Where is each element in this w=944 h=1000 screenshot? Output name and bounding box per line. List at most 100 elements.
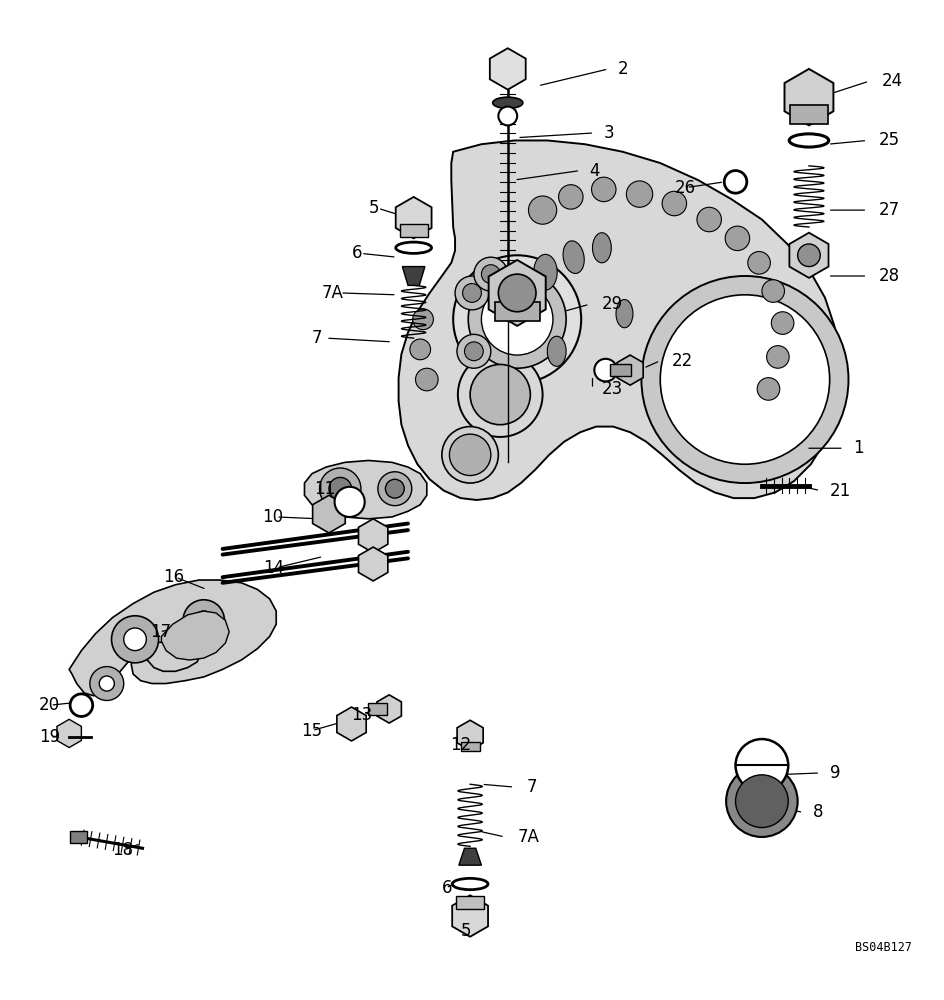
Text: 15: 15 xyxy=(301,722,322,740)
Text: 21: 21 xyxy=(830,482,851,500)
Circle shape xyxy=(529,196,557,224)
Polygon shape xyxy=(377,695,401,723)
Circle shape xyxy=(724,171,747,193)
Polygon shape xyxy=(402,267,425,285)
Text: 5: 5 xyxy=(368,199,379,217)
Circle shape xyxy=(378,472,412,506)
Text: 8: 8 xyxy=(813,803,823,821)
Polygon shape xyxy=(452,895,488,937)
Ellipse shape xyxy=(548,336,566,366)
Text: 27: 27 xyxy=(879,201,900,219)
Polygon shape xyxy=(57,719,81,748)
Polygon shape xyxy=(490,48,526,90)
Text: 17: 17 xyxy=(150,623,171,641)
Circle shape xyxy=(329,477,351,500)
Bar xyxy=(461,742,480,751)
Polygon shape xyxy=(457,720,483,750)
Circle shape xyxy=(592,177,616,202)
Text: BS04B127: BS04B127 xyxy=(855,941,913,954)
Text: 18: 18 xyxy=(112,841,134,859)
Bar xyxy=(368,703,387,715)
Polygon shape xyxy=(305,460,427,519)
Circle shape xyxy=(725,226,750,251)
Ellipse shape xyxy=(593,233,612,263)
Circle shape xyxy=(468,270,566,368)
Circle shape xyxy=(415,368,438,391)
Circle shape xyxy=(762,280,784,302)
Text: 1: 1 xyxy=(853,439,864,457)
Circle shape xyxy=(458,352,543,437)
Circle shape xyxy=(449,434,491,476)
Text: 7A: 7A xyxy=(517,828,539,846)
Circle shape xyxy=(481,265,500,284)
Polygon shape xyxy=(161,611,229,660)
Circle shape xyxy=(194,611,213,630)
Circle shape xyxy=(99,676,114,691)
Ellipse shape xyxy=(452,878,488,890)
Circle shape xyxy=(748,252,770,274)
Text: 6: 6 xyxy=(442,879,452,897)
Text: 14: 14 xyxy=(263,559,284,577)
Circle shape xyxy=(735,739,788,792)
Ellipse shape xyxy=(493,97,523,108)
Text: 2: 2 xyxy=(618,60,629,78)
Polygon shape xyxy=(312,495,346,533)
Text: 29: 29 xyxy=(602,295,623,313)
Text: 13: 13 xyxy=(351,706,373,724)
Circle shape xyxy=(319,468,361,509)
Circle shape xyxy=(757,378,780,400)
Circle shape xyxy=(385,479,404,498)
Text: 5: 5 xyxy=(461,922,471,940)
Circle shape xyxy=(463,284,481,302)
Polygon shape xyxy=(398,140,839,500)
Polygon shape xyxy=(337,707,366,741)
Circle shape xyxy=(457,334,491,368)
Ellipse shape xyxy=(533,254,557,290)
Circle shape xyxy=(559,185,583,209)
Circle shape xyxy=(413,309,433,330)
Text: 26: 26 xyxy=(674,179,696,197)
Circle shape xyxy=(470,364,531,425)
Circle shape xyxy=(453,255,582,383)
Circle shape xyxy=(641,276,849,483)
Circle shape xyxy=(410,339,430,360)
Text: 6: 6 xyxy=(351,244,362,262)
Text: 20: 20 xyxy=(39,696,60,714)
Circle shape xyxy=(481,284,553,355)
Polygon shape xyxy=(69,580,277,696)
Circle shape xyxy=(767,346,789,368)
Ellipse shape xyxy=(563,241,584,273)
Circle shape xyxy=(798,244,820,267)
Circle shape xyxy=(726,765,798,837)
Polygon shape xyxy=(789,233,829,278)
Circle shape xyxy=(627,181,652,207)
Circle shape xyxy=(183,600,225,641)
Circle shape xyxy=(442,427,498,483)
Text: 24: 24 xyxy=(882,72,902,90)
Text: 25: 25 xyxy=(879,131,900,149)
Polygon shape xyxy=(359,547,388,581)
Text: 7A: 7A xyxy=(321,284,344,302)
Circle shape xyxy=(111,616,159,663)
Text: 22: 22 xyxy=(671,352,693,370)
Circle shape xyxy=(662,191,686,216)
Text: 11: 11 xyxy=(313,480,335,498)
Circle shape xyxy=(498,107,517,125)
Polygon shape xyxy=(489,260,546,326)
Polygon shape xyxy=(784,69,834,125)
Circle shape xyxy=(660,295,830,464)
Polygon shape xyxy=(396,197,431,238)
Circle shape xyxy=(334,487,364,517)
Text: 19: 19 xyxy=(39,728,60,746)
Bar xyxy=(611,364,632,376)
Circle shape xyxy=(771,312,794,334)
Circle shape xyxy=(464,342,483,361)
Bar xyxy=(399,224,428,237)
Text: 7: 7 xyxy=(527,778,537,796)
Circle shape xyxy=(735,775,788,828)
Circle shape xyxy=(595,359,617,381)
Text: 16: 16 xyxy=(163,568,184,586)
Text: 23: 23 xyxy=(602,380,623,398)
Polygon shape xyxy=(359,519,388,553)
Circle shape xyxy=(124,628,146,651)
